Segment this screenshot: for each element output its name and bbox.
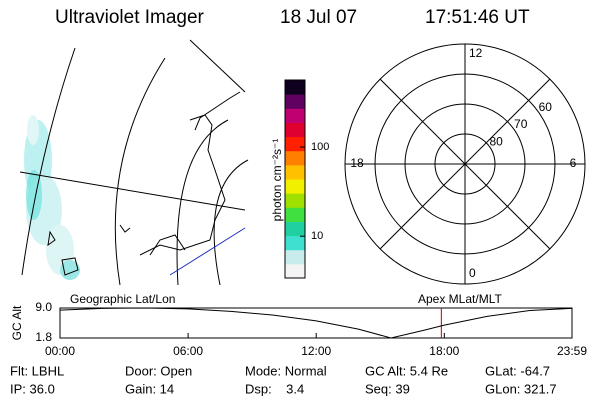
status-field: Flt: LBHL bbox=[10, 363, 64, 378]
colorbar-swatch bbox=[285, 193, 305, 208]
time-tick-label: 23:59 bbox=[557, 344, 587, 358]
mlt-label: 12 bbox=[469, 46, 483, 60]
colorbar-swatch bbox=[285, 179, 305, 194]
colorbar-swatch bbox=[285, 136, 305, 152]
colorbar-swatch bbox=[285, 80, 305, 95]
colorbar-swatch bbox=[285, 249, 305, 265]
status-field: Seq: 39 bbox=[365, 381, 410, 396]
instrument-title: Ultraviolet Imager bbox=[55, 7, 205, 28]
colorbar-swatch bbox=[285, 164, 305, 180]
time-tick-label: 12:00 bbox=[301, 344, 331, 358]
lat-label: 60 bbox=[539, 100, 553, 114]
lat-ring bbox=[374, 73, 556, 255]
colorbar-tick-label: 10 bbox=[311, 230, 323, 242]
colorbar-swatch bbox=[285, 263, 305, 279]
status-field: GLon: 321.7 bbox=[485, 381, 557, 396]
colorbar-tick-label: 100 bbox=[311, 141, 329, 153]
left-label: Geographic Lat/Lon bbox=[70, 292, 175, 306]
mlt-label: 0 bbox=[469, 266, 476, 280]
colorbar-label: photon cm⁻²s⁻¹ bbox=[270, 139, 284, 222]
colorbar-swatch bbox=[285, 108, 305, 123]
geographic-map bbox=[19, 39, 249, 286]
status-field: GLat: -64.7 bbox=[485, 363, 550, 378]
colorbar-swatch bbox=[285, 207, 305, 222]
mlt-line bbox=[379, 78, 551, 250]
lat-label: 70 bbox=[514, 117, 528, 131]
alt-tick-label: 9.0 bbox=[35, 300, 52, 314]
lat-label: 80 bbox=[489, 134, 503, 148]
status-field: Mode: Normal bbox=[245, 363, 327, 378]
status-field: GC Alt: 5.4 Re bbox=[365, 363, 448, 378]
time-tick-label: 06:00 bbox=[173, 344, 203, 358]
alt-axis-label: GC Alt bbox=[10, 305, 24, 340]
status-field: Dsp: 3.4 bbox=[245, 381, 304, 396]
lat-ring bbox=[404, 103, 526, 225]
colorbar-swatch bbox=[285, 221, 305, 237]
aurora-emission bbox=[24, 115, 80, 280]
colorbar-frame bbox=[284, 79, 306, 279]
time: 17:51:46 UT bbox=[425, 7, 530, 28]
status-field: Gain: 14 bbox=[125, 381, 174, 396]
colorbar-swatch bbox=[285, 122, 305, 138]
status-field: Door: Open bbox=[125, 363, 192, 378]
alt-tick-label: 1.8 bbox=[35, 330, 52, 344]
date: 18 Jul 07 bbox=[280, 7, 357, 28]
mlt-label: 18 bbox=[350, 156, 364, 170]
colorbar-swatch bbox=[285, 150, 305, 166]
colorbar-swatch bbox=[285, 94, 305, 109]
time-tick-label: 18:00 bbox=[429, 344, 459, 358]
status-field: IP: 36.0 bbox=[10, 381, 55, 396]
mlt-label: 6 bbox=[570, 156, 577, 170]
right-label: Apex MLat/MLT bbox=[418, 292, 502, 306]
altitude-line bbox=[59, 307, 573, 339]
colorbar-swatch bbox=[285, 235, 305, 251]
time-tick-label: 00:00 bbox=[45, 344, 75, 358]
lat-ring bbox=[434, 133, 496, 195]
